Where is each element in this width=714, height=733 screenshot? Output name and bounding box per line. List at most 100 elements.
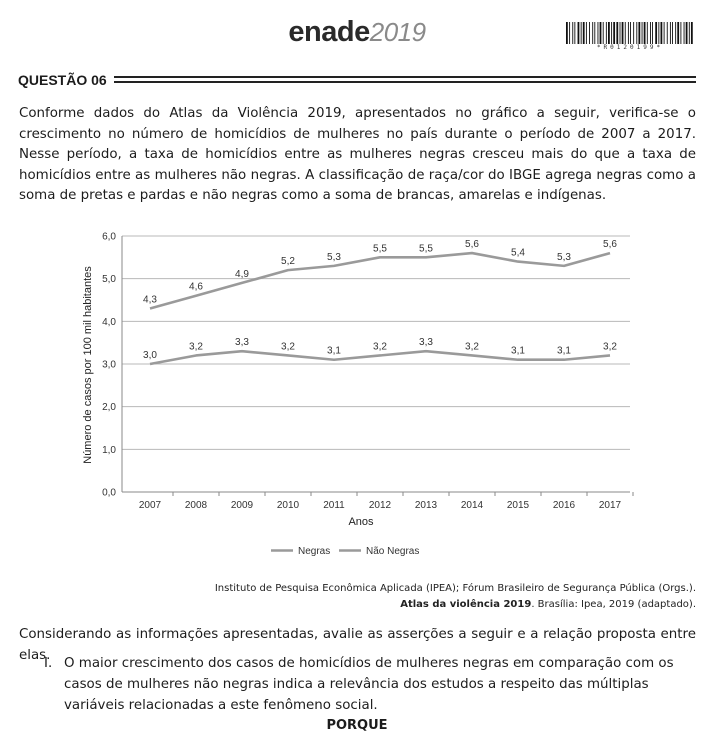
assertion-text: O maior crescimento dos casos de homicíd… [64,656,674,713]
data-label: 4,6 [189,282,203,293]
barcode-bar [683,22,685,44]
barcode-bar [677,22,680,44]
barcode-text: *R0120199* [596,44,664,51]
data-label: 3,2 [189,341,203,352]
data-label: 3,2 [281,341,295,352]
barcode-bar [594,22,596,44]
data-label: 4,3 [143,295,157,306]
barcode-bar [619,22,621,44]
barcode-bar [675,22,677,44]
data-label: 3,2 [373,341,387,352]
x-tick-label: 2013 [415,500,438,511]
header-rule-bottom [114,81,696,83]
x-tick-label: 2009 [231,500,254,511]
barcode-bar [569,22,571,44]
data-label: 5,3 [557,252,571,263]
x-tick-label: 2012 [369,500,392,511]
header-rule-top [114,76,696,78]
x-tick-label: 2007 [139,500,162,511]
porque-label: PORQUE [326,718,388,733]
data-label: 5,3 [327,252,341,263]
barcode-bar [611,22,613,44]
series-line-negras [149,251,611,310]
barcode-bar [650,22,651,44]
logo-text: enade [288,16,370,48]
barcode-bar [621,22,624,44]
barcode-bar [630,22,631,44]
barcode-bar [685,22,688,44]
barcode-bar [608,22,610,44]
chart-source: Instituto de Pesquisa Econômica Aplicada… [100,581,696,613]
x-tick-label: 2011 [323,500,345,511]
data-label: 3,2 [603,341,617,352]
legend-label: Não Negras [366,546,419,557]
data-label: 3,1 [511,346,525,357]
barcode-bar [658,22,660,44]
data-label: 5,5 [419,243,433,254]
source-title: Atlas da violência 2019 [400,599,532,610]
barcode-bar [669,22,671,44]
barcode-bar [633,22,635,44]
y-tick-label: 2,0 [102,402,116,413]
x-tick-label: 2015 [507,500,530,511]
barcode [566,22,693,44]
barcode-bar [580,22,582,44]
barcode-bar [602,22,604,44]
barcode-bar [641,22,643,44]
barcode-bar [690,22,693,44]
barcode-bar [627,22,629,44]
barcode-bar [660,22,663,44]
chart-legend: Negras Não Negras [271,546,419,557]
barcode-bar [589,22,590,44]
barcode-bar [566,22,568,44]
x-tick-label: 2014 [461,500,484,511]
barcode-bar [663,22,665,44]
data-label: 5,6 [465,239,479,250]
data-label: 3,0 [143,350,157,361]
legend-label: Negras [298,546,330,557]
x-tick-label: 2010 [277,500,300,511]
barcode-bar [688,22,690,44]
barcode-bar [638,22,641,44]
question-intro: Conforme dados do Atlas da Violência 201… [19,106,696,203]
assertion-i: I. O maior crescimento dos casos de homi… [44,653,696,716]
x-tick-label: 2017 [599,500,622,511]
barcode-bar [646,22,648,44]
series-line-nao-negras [149,349,611,366]
question-header: QUESTÃO 06 [18,72,696,90]
barcode-bar [672,22,673,44]
barcode-bar [577,22,580,44]
y-tick-label: 1,0 [102,445,116,456]
data-label: 3,2 [465,341,479,352]
x-tick-label: 2016 [553,500,576,511]
y-tick-label: 0,0 [102,488,116,499]
barcode-bar [643,22,646,44]
data-label: 5,6 [603,239,617,250]
barcode-bar [652,22,653,44]
barcode-bar [574,22,576,44]
data-label: 3,1 [557,346,571,357]
barcode-bar [572,22,574,44]
x-tick-label: 2008 [185,500,208,511]
logo-year: 2019 [369,17,426,47]
barcode-bar [680,22,682,44]
y-tick-label: 3,0 [102,360,116,371]
data-label: 3,1 [327,346,341,357]
barcode-bar [585,22,587,44]
homicide-line-chart: 0,0 1,0 2,0 3,0 4,0 5,0 6,0 2007 2008 2009 2010 20… [82,232,634,557]
y-tick-label: 4,0 [102,317,116,328]
barcode-bar [605,22,607,44]
data-label: 5,2 [281,256,295,267]
barcode-bar [613,22,616,44]
source-line1: Instituto de Pesquisa Econômica Aplicada… [214,583,696,594]
assertion-number: I. [44,656,53,671]
enade-logo: enade2019 [0,16,714,52]
question-label: QUESTÃO 06 [18,72,107,88]
y-axis-label: Número de casos por 100 mil habitantes [82,266,94,464]
source-rest: . Brasília: Ipea, 2019 (adaptado). [531,599,696,610]
barcode-bar [666,22,668,44]
barcode-bar [616,22,619,44]
y-tick-label: 5,0 [102,274,116,285]
data-label: 5,5 [373,243,387,254]
barcode-bar [599,22,602,44]
